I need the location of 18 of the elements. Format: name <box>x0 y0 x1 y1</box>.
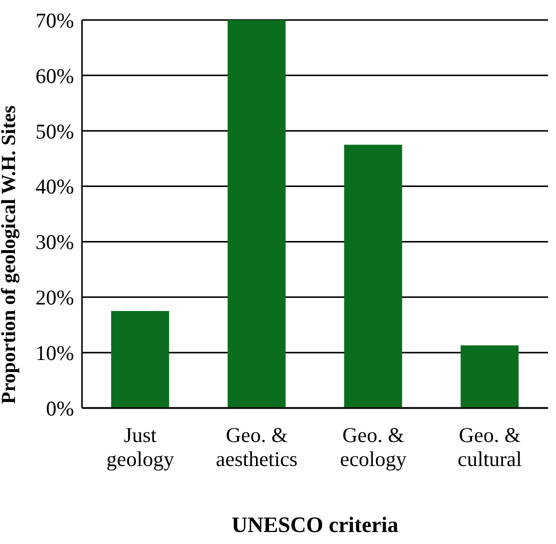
bar <box>460 345 519 408</box>
x-tick-label: Geo. & ecology <box>340 423 407 471</box>
x-tick-label: Geo. & aesthetics <box>216 423 298 471</box>
y-tick-label: 60% <box>36 64 74 88</box>
x-tick-label: Just geology <box>106 423 175 471</box>
y-tick-label: 20% <box>36 286 74 310</box>
y-tick-label: 10% <box>36 341 74 366</box>
bar <box>228 20 286 408</box>
x-tick-label: Geo. & cultural <box>458 423 522 471</box>
y-tick-label: 30% <box>36 230 74 254</box>
y-tick-label: 0% <box>46 396 74 420</box>
y-tick-label: 70% <box>36 8 74 32</box>
x-axis-title: UNESCO criteria <box>232 512 398 537</box>
y-tick-label: 50% <box>36 119 74 144</box>
bar <box>111 311 170 408</box>
bar <box>344 144 402 408</box>
y-tick-label: 40% <box>36 174 74 199</box>
y-axis-title: Proportion of geological W.H. Sites <box>0 105 20 404</box>
